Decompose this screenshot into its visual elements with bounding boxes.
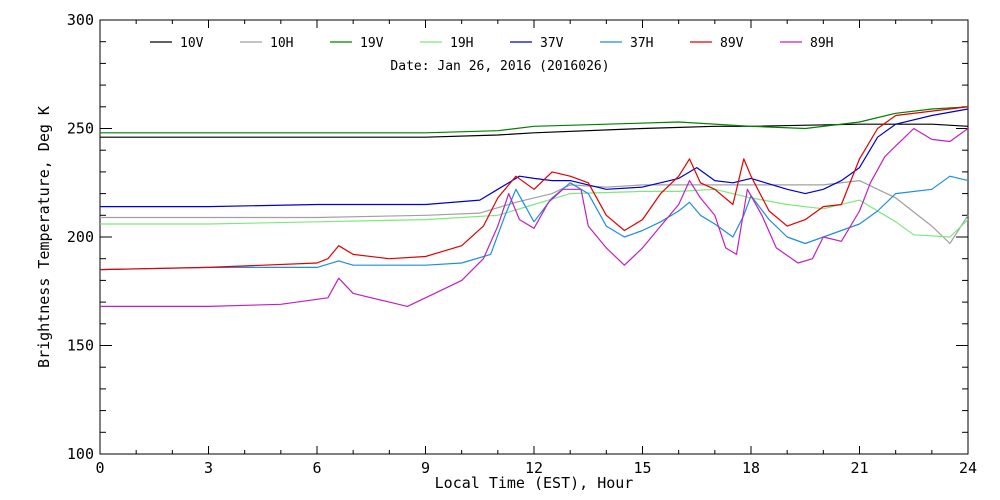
series-line-19h — [100, 188, 969, 238]
legend-label-89v: 89V — [720, 36, 744, 51]
series-layer — [99, 106, 969, 307]
x-tick-label: 0 — [95, 459, 104, 477]
y-axis-label: Brightness Temperature, Deg K — [35, 106, 53, 368]
x-tick-label: 18 — [742, 459, 760, 477]
plot-frame — [99, 19, 969, 455]
legend-label-19v: 19V — [360, 36, 384, 51]
legend-label-89h: 89H — [810, 36, 833, 51]
y-tick-label: 200 — [67, 228, 94, 246]
legend-label-19h: 19H — [450, 36, 473, 51]
series-line-89h — [100, 127, 969, 307]
x-tick-label: 24 — [959, 459, 977, 477]
series-line-19v — [100, 106, 969, 134]
y-tick-label: 150 — [67, 337, 94, 355]
series-line-37h — [99, 175, 969, 271]
x-tick-label: 21 — [850, 459, 868, 477]
legend: 10V 10H 19V 19H 37V 37H 89V 89H — [150, 36, 833, 51]
series-line-10h — [100, 180, 969, 245]
legend-label-10h: 10H — [270, 36, 293, 51]
x-axis-label: Local Time (EST), Hour — [435, 474, 634, 492]
legend-label-37h: 37H — [630, 36, 653, 51]
y-tick-label: 300 — [67, 11, 94, 29]
legend-label-37v: 37V — [540, 36, 564, 51]
series-line-89v — [99, 106, 969, 271]
series-line-37v — [100, 108, 969, 208]
legend-label-10v: 10V — [180, 36, 204, 51]
x-axis: 0 3 6 9 12 15 18 21 24 — [95, 20, 977, 477]
x-tick-label: 9 — [421, 459, 430, 477]
series-line-10v — [100, 123, 969, 138]
chart-title: Date: Jan 26, 2016 (2016026) — [390, 59, 609, 74]
x-tick-label: 15 — [633, 459, 651, 477]
x-tick-label: 12 — [525, 459, 543, 477]
x-tick-label: 6 — [312, 459, 321, 477]
y-tick-label: 100 — [67, 445, 94, 463]
x-tick-label: 3 — [204, 459, 213, 477]
y-tick-label: 250 — [67, 120, 94, 138]
y-axis: 100 150 200 250 300 — [67, 11, 968, 463]
